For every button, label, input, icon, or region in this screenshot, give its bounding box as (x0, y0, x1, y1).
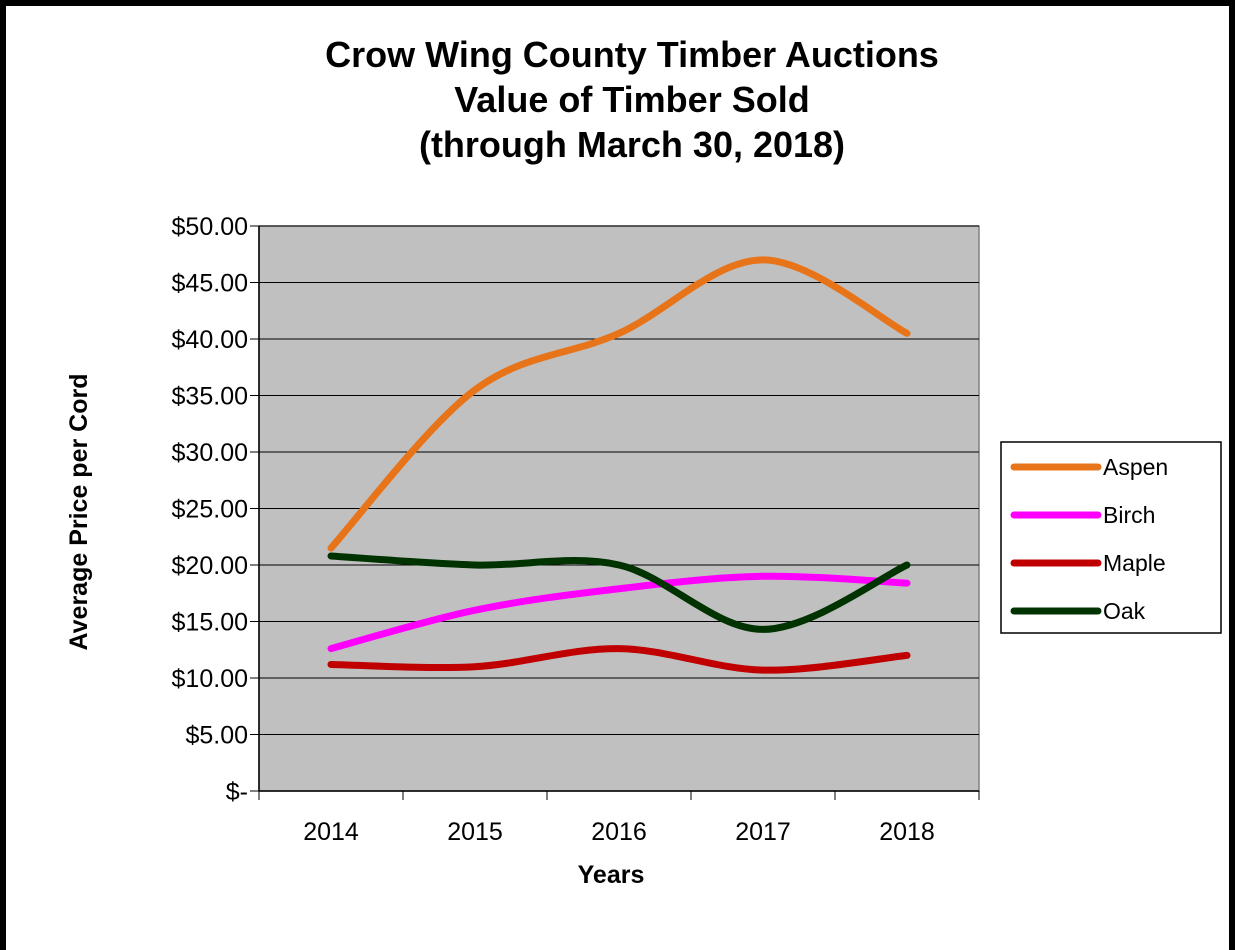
x-axis-title: Years (578, 861, 645, 889)
x-axis-tick-labels: 2014 2015 2016 2017 2018 (303, 818, 935, 846)
legend-label-birch: Birch (1103, 502, 1155, 528)
legend-label-aspen: Aspen (1103, 454, 1168, 480)
y-tick-label: $40.00 (172, 326, 248, 354)
legend: Aspen Birch Maple Oak (1000, 441, 1222, 634)
legend-label-maple: Maple (1103, 550, 1166, 576)
series-line-maple (327, 645, 911, 674)
gridlines (259, 225, 979, 735)
x-tick-label: 2015 (447, 818, 503, 846)
title-line-2: Value of Timber Sold (454, 79, 809, 120)
title-line-3: (through March 30, 2018) (419, 124, 845, 165)
y-axis-title: Average Price per Cord (65, 374, 93, 651)
chart-title: Crow Wing County Timber Auctions Value o… (325, 34, 939, 165)
y-tick-label: $- (226, 778, 248, 806)
x-tick-label: 2016 (591, 818, 647, 846)
y-tick-label: $15.00 (172, 609, 248, 637)
y-tick-label: $5.00 (185, 722, 248, 750)
y-tick-label: $35.00 (172, 383, 248, 411)
series-line-birch (327, 572, 911, 653)
series-lines (327, 256, 911, 674)
series-line-aspen (327, 256, 911, 552)
y-tick-label: $25.00 (172, 496, 248, 524)
series-line-oak (327, 552, 911, 633)
y-tick-label: $20.00 (172, 552, 248, 580)
legend-box (1000, 441, 1222, 634)
x-tick-label: 2018 (879, 818, 935, 846)
title-line-1: Crow Wing County Timber Auctions (325, 34, 939, 75)
x-tick-label: 2014 (303, 818, 359, 846)
y-tick-label: $45.00 (172, 270, 248, 298)
y-axis-tick-labels: $- $5.00 $10.00 $15.00 $20.00 $25.00 $30.00 $35… (172, 213, 248, 806)
y-tick-label: $50.00 (172, 213, 248, 241)
axes (250, 225, 980, 800)
x-tick-label: 2017 (735, 818, 791, 846)
y-tick-label: $30.00 (172, 439, 248, 467)
legend-label-oak: Oak (1103, 598, 1146, 624)
y-tick-label: $10.00 (172, 665, 248, 693)
